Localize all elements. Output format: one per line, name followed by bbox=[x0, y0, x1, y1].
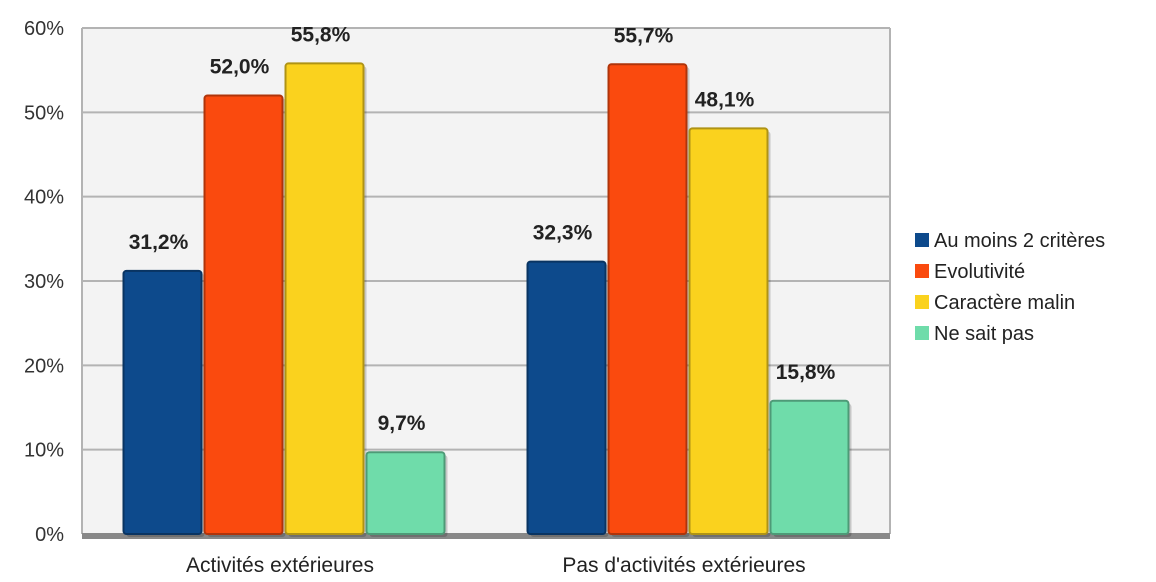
x-category-label: Activités extérieures bbox=[186, 554, 374, 577]
data-label: 9,7% bbox=[378, 412, 426, 435]
y-tick-label: 30% bbox=[24, 271, 64, 293]
legend-item: Au moins 2 critères bbox=[915, 230, 1105, 252]
data-label: 55,8% bbox=[291, 23, 351, 46]
y-tick-label: 40% bbox=[24, 187, 64, 209]
legend-swatch bbox=[915, 233, 929, 247]
bar bbox=[688, 127, 769, 536]
y-tick-label: 60% bbox=[24, 18, 64, 40]
legend-label: Evolutivité bbox=[934, 261, 1025, 283]
data-label: 32,3% bbox=[533, 222, 593, 245]
y-axis-ticks: 0% 10% 20% 30% 40% 50% 60% bbox=[24, 18, 64, 546]
legend-label: Caractère malin bbox=[934, 292, 1075, 314]
legend-item: Ne sait pas bbox=[915, 323, 1034, 345]
legend-swatch bbox=[915, 326, 929, 340]
y-tick-label: 50% bbox=[24, 102, 64, 124]
legend-item: Caractère malin bbox=[915, 292, 1075, 314]
y-tick-label: 0% bbox=[35, 524, 64, 546]
x-axis-line bbox=[82, 533, 890, 539]
x-category-label: Pas d'activités extérieures bbox=[562, 554, 805, 577]
data-label: 31,2% bbox=[129, 231, 189, 254]
data-labels: 31,2% 52,0% 55,8% 9,7% 32,3% 55,7% 48,1% 15,8% bbox=[129, 23, 836, 435]
legend-label: Ne sait pas bbox=[934, 323, 1034, 345]
legend-item: Evolutivité bbox=[915, 261, 1025, 283]
data-label: 52,0% bbox=[210, 55, 270, 78]
bar bbox=[122, 269, 203, 535]
bar bbox=[526, 260, 607, 535]
bar bbox=[284, 62, 365, 535]
data-label: 55,7% bbox=[614, 24, 674, 47]
legend-label: Au moins 2 critères bbox=[934, 230, 1105, 252]
bar bbox=[607, 63, 688, 535]
bar bbox=[203, 94, 284, 535]
x-axis-categories: Activités extérieures Pas d'activités ext… bbox=[186, 554, 806, 577]
y-tick-label: 20% bbox=[24, 355, 64, 377]
bars bbox=[122, 62, 852, 538]
data-label: 15,8% bbox=[776, 361, 836, 384]
bar bbox=[769, 399, 850, 535]
legend-swatch bbox=[915, 295, 929, 309]
legend-swatch bbox=[915, 264, 929, 278]
y-tick-label: 10% bbox=[24, 440, 64, 462]
bar bbox=[365, 451, 446, 535]
data-label: 48,1% bbox=[695, 88, 755, 111]
legend: Au moins 2 critères Evolutivité Caractère … bbox=[915, 230, 1105, 345]
